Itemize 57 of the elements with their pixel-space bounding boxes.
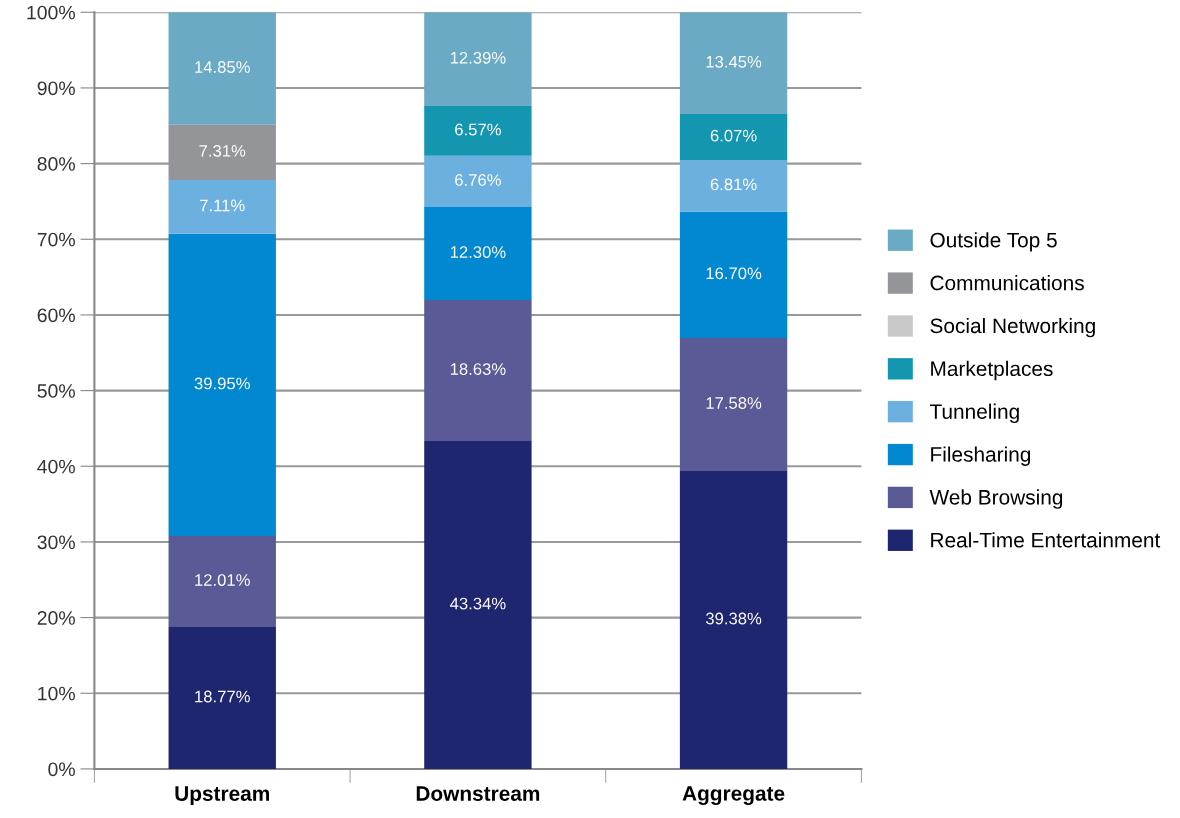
bar <box>168 179 276 234</box>
bar <box>168 233 276 537</box>
data-label: 6.81% <box>710 178 757 191</box>
y-tick-label: 20% <box>37 611 75 625</box>
bar <box>168 626 276 769</box>
legend-label: Real-Time Entertainment <box>931 532 1161 548</box>
data-label: 16.70% <box>706 267 762 280</box>
bar <box>679 337 788 471</box>
data-label: 6.76% <box>455 174 501 186</box>
data-label: 17.58% <box>706 397 762 409</box>
y-tick-label: 30% <box>37 535 75 550</box>
bar <box>679 470 788 769</box>
bar <box>679 211 788 338</box>
legend-label: Marketplaces <box>931 360 1053 381</box>
data-label: 6.07% <box>710 129 757 142</box>
legend-label: Outside Top 5 <box>930 232 1057 252</box>
data-label: 39.95% <box>194 377 250 390</box>
x-tick-label: Aggregate <box>682 786 785 806</box>
data-label: 6.57% <box>455 123 501 136</box>
y-tick-label: 100% <box>27 5 75 20</box>
data-label: 39.38% <box>705 612 762 625</box>
data-label: 18.63% <box>450 363 506 375</box>
y-tick-label: 10% <box>38 686 75 701</box>
bar <box>168 536 276 627</box>
bar <box>679 12 788 115</box>
bar <box>679 160 788 212</box>
legend-label: Filesharing <box>931 446 1031 466</box>
data-label: 7.11% <box>200 199 245 212</box>
x-tick-label: Upstream <box>175 786 269 806</box>
data-label: 43.34% <box>450 597 506 610</box>
data-label: 14.85% <box>195 61 250 73</box>
y-tick-label: 80% <box>37 157 75 171</box>
bar <box>679 114 788 161</box>
y-tick-label: 60% <box>37 308 75 323</box>
bar <box>424 12 532 107</box>
y-tick-label: 0% <box>48 762 75 777</box>
y-tick-label: 90% <box>37 81 75 96</box>
bar <box>424 206 532 301</box>
legend-label: Communications <box>930 275 1084 291</box>
data-label: 12.30% <box>450 246 506 258</box>
legend-label: Tunneling <box>929 403 1019 424</box>
y-tick-label: 70% <box>37 232 75 247</box>
bar <box>424 440 532 769</box>
data-label: 13.45% <box>706 55 762 68</box>
y-tick-label: 50% <box>37 384 75 398</box>
data-label: 12.01% <box>195 574 250 586</box>
data-label: 12.39% <box>450 51 506 64</box>
bar <box>424 155 532 207</box>
bar <box>424 106 532 156</box>
bar <box>424 300 532 441</box>
x-tick-label: Downstream <box>416 786 540 801</box>
legend-label: Social Networking <box>930 317 1095 338</box>
data-label: 18.77% <box>195 690 250 703</box>
legend-label: Web Browsing <box>929 489 1063 509</box>
y-tick-label: 40% <box>37 459 75 474</box>
data-label: 7.31% <box>199 144 246 157</box>
bar <box>168 12 276 125</box>
